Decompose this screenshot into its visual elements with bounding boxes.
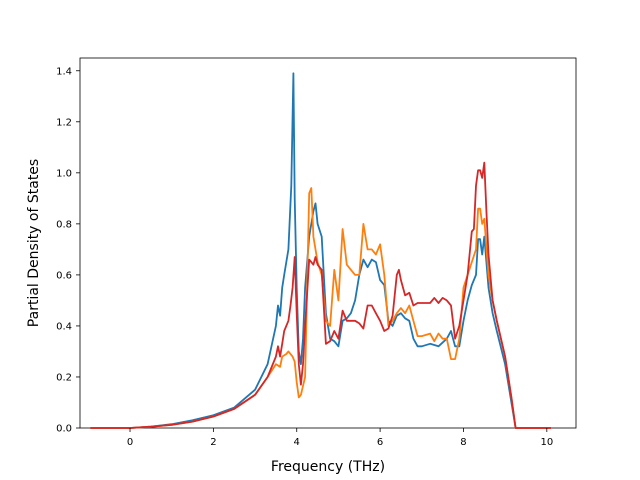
x-tick-label: 10 [540, 437, 553, 448]
y-tick-label: 1.0 [56, 168, 72, 179]
x-tick-label: 6 [377, 437, 383, 448]
y-tick-label: 0.8 [56, 219, 72, 230]
x-tick-label: 2 [210, 437, 216, 448]
y-axis-ticks: 0.0 0.2 0.4 0.6 0.8 1.0 1.2 1.4 [56, 66, 80, 435]
x-tick-label: 8 [460, 437, 466, 448]
y-tick-label: 1.4 [56, 66, 72, 77]
y-tick-label: 0.0 [56, 424, 72, 435]
series-line-3 [90, 161, 551, 429]
series-layer [90, 72, 551, 429]
x-tick-label: 0 [127, 437, 133, 448]
y-tick-label: 0.6 [56, 270, 72, 281]
x-axis-label: Frequency (THz) [271, 459, 385, 475]
series-line-2 [90, 187, 551, 429]
y-tick-label: 0.4 [56, 321, 72, 332]
y-tick-label: 0.2 [56, 372, 72, 383]
x-tick-label: 4 [294, 437, 300, 448]
x-axis-ticks: 0 2 4 6 8 10 [127, 428, 553, 448]
y-axis-label: Partial Density of States [26, 159, 42, 327]
y-tick-label: 1.2 [56, 117, 72, 128]
plot-area [79, 57, 577, 429]
